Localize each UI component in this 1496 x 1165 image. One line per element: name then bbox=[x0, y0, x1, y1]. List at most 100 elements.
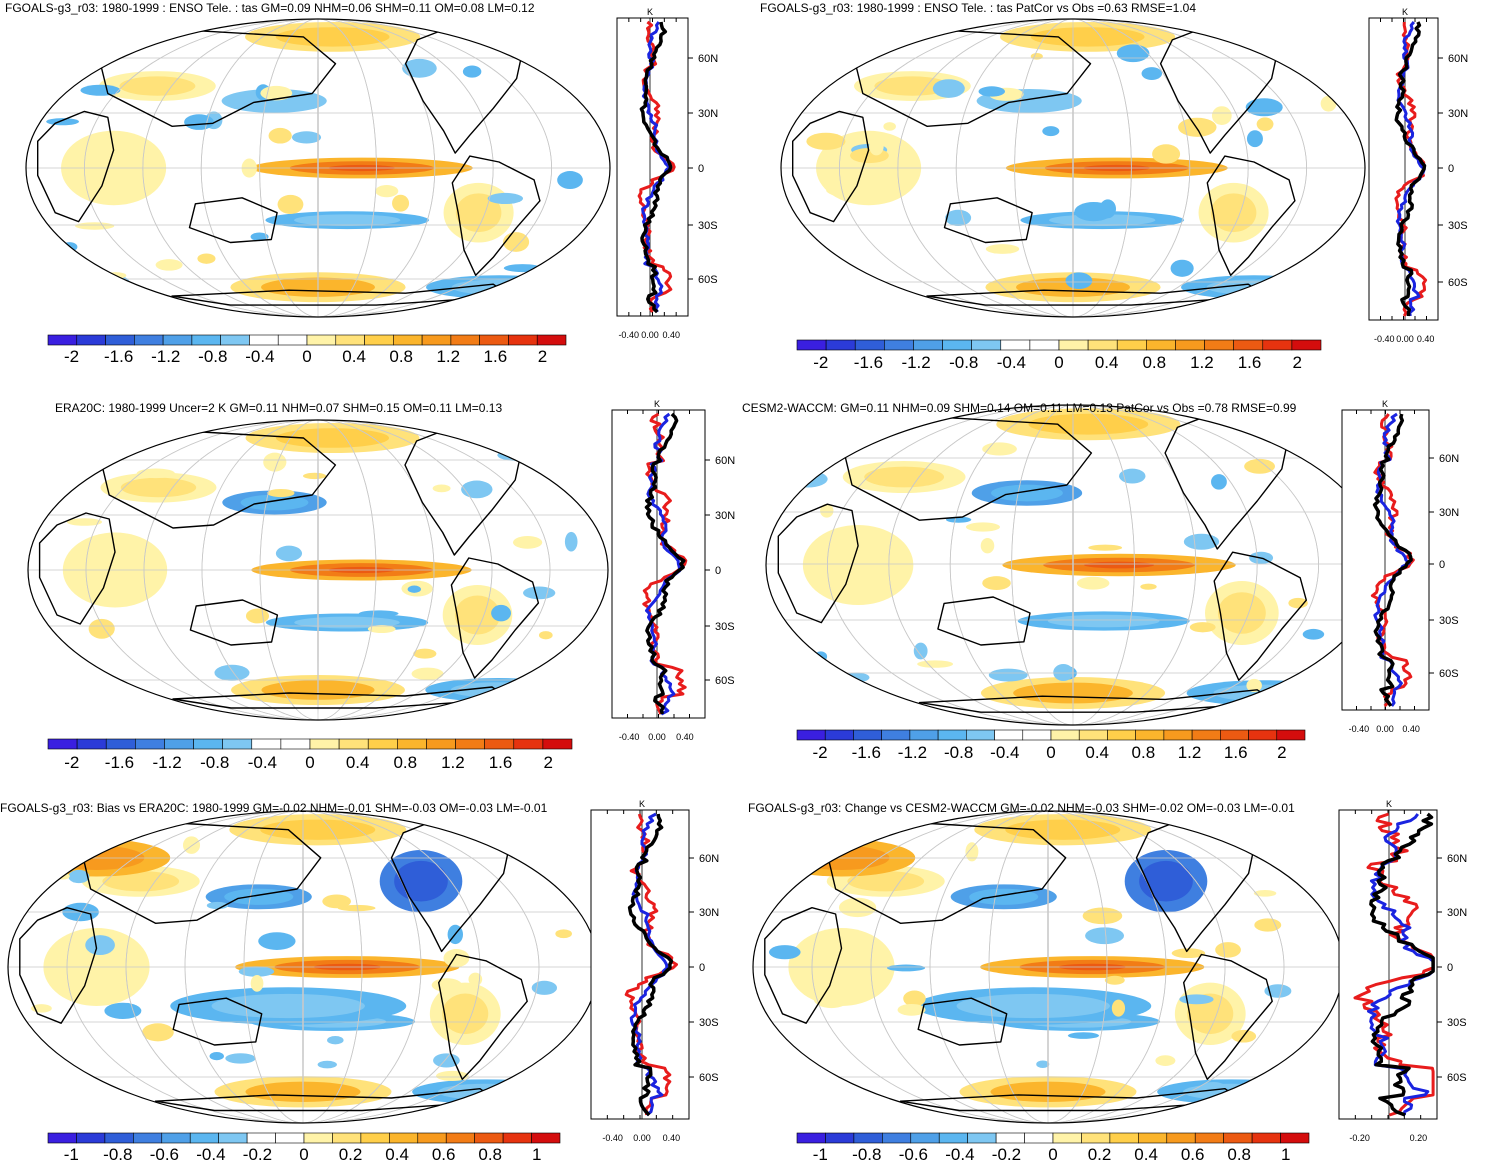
colorbar-swatch bbox=[1029, 339, 1060, 351]
colorbar-tick-label: 0.4 bbox=[342, 347, 366, 366]
colorbar-swatch bbox=[189, 1132, 219, 1144]
colorbar-tick-label: 0.4 bbox=[346, 753, 370, 772]
anomaly-patch bbox=[317, 1060, 337, 1069]
coastline bbox=[1213, 551, 1308, 681]
colorbar-swatch bbox=[1280, 1132, 1310, 1144]
colorbar-swatch bbox=[338, 738, 369, 750]
anomaly-blob bbox=[275, 428, 390, 448]
colorbar-swatch bbox=[474, 1132, 504, 1144]
x-tick-label: 0.40 bbox=[663, 1133, 681, 1143]
colorbar-tick-label: -0.8 bbox=[200, 753, 229, 772]
colorbar-1: -2 -1.6 -1.2 -0.8 -0.4 0 0.4 0.8 1.2 1.6 2 bbox=[47, 334, 567, 366]
colorbar-swatch bbox=[303, 1132, 333, 1144]
anomaly-blob bbox=[1005, 819, 1121, 840]
coastline bbox=[189, 599, 279, 646]
anomaly-patch bbox=[1119, 468, 1146, 484]
colorbar-tick-label: 1.2 bbox=[1190, 353, 1214, 372]
anomaly-patch bbox=[969, 893, 984, 902]
colorbar-swatch bbox=[162, 334, 193, 346]
colorbar-swatch bbox=[1220, 729, 1249, 741]
colorbar-swatch bbox=[76, 738, 107, 750]
zonal-mean-line bbox=[627, 813, 674, 1117]
colorbar-swatch bbox=[360, 1132, 390, 1144]
colorbar-tick-label: 0 bbox=[1054, 353, 1063, 372]
anomaly-patch bbox=[531, 980, 558, 995]
anomaly-patch bbox=[367, 625, 396, 633]
anomaly-patch bbox=[142, 1023, 174, 1042]
anomaly-patch bbox=[1178, 117, 1217, 137]
anomaly-patch bbox=[1254, 918, 1282, 932]
colorbar-swatch bbox=[306, 334, 337, 346]
anomaly-blob bbox=[294, 214, 401, 226]
anomaly-patch bbox=[184, 114, 214, 130]
latitude-label: 30S bbox=[1448, 220, 1468, 232]
colorbar-tick-label: 0 bbox=[1046, 743, 1055, 762]
colorbar-swatch bbox=[1175, 339, 1205, 351]
anomaly-patch bbox=[917, 660, 954, 668]
colorbar-swatch bbox=[1135, 729, 1165, 741]
colorbar-swatch bbox=[853, 1132, 883, 1144]
anomaly-blob bbox=[211, 993, 365, 1019]
anomaly-patch bbox=[826, 182, 867, 197]
map-panel-4: CESM2-WACCM: GM=0.11 NHM=0.09 SHM=0.14 O… bbox=[742, 401, 1381, 726]
anomaly-patch bbox=[1211, 474, 1227, 490]
anomaly-blob bbox=[802, 525, 914, 605]
colorbar-tick-label: -0.8 bbox=[103, 1145, 132, 1164]
anomaly-patch bbox=[337, 904, 376, 912]
anomaly-patch bbox=[68, 869, 90, 884]
colorbar-tick-label: -2 bbox=[813, 743, 828, 762]
colorbar-6: -1 -0.8 -0.6 -0.4 -0.2 0 0.2 0.4 0.6 0.8 1 bbox=[796, 1132, 1310, 1164]
anomaly-patch bbox=[1246, 130, 1263, 148]
colorbar-tick-label: 0.6 bbox=[1181, 1145, 1205, 1164]
anomaly-patch bbox=[104, 275, 131, 293]
colorbar-swatch bbox=[164, 738, 194, 750]
latitude-label: 30S bbox=[698, 220, 718, 232]
colorbar-tick-label: -1 bbox=[813, 1145, 828, 1164]
colorbar-tick-label: -1.2 bbox=[901, 353, 930, 372]
colorbar-swatch bbox=[971, 339, 1002, 351]
latitude-label: 30N bbox=[698, 108, 718, 120]
anomaly-patch bbox=[945, 209, 972, 226]
anomaly-patch bbox=[903, 990, 926, 1007]
x-tick-label: -0.40 bbox=[618, 330, 639, 340]
colorbar-tick-label: -0.4 bbox=[248, 753, 277, 772]
panel-title: FGOALS-g3_r03: Bias vs ERA20C: 1980-1999… bbox=[0, 801, 548, 815]
anomaly-patch bbox=[375, 184, 399, 198]
anomaly-patch bbox=[806, 132, 846, 150]
anomaly-patch bbox=[1171, 948, 1206, 959]
anomaly-patch bbox=[402, 58, 437, 78]
latitude-label: 0 bbox=[1448, 163, 1454, 175]
coastline bbox=[172, 997, 263, 1046]
colorbar-swatch bbox=[445, 1132, 475, 1144]
latitude-label: 0 bbox=[1439, 559, 1445, 571]
colorbar-tick-label: 0.8 bbox=[393, 753, 417, 772]
colorbar-swatch bbox=[542, 738, 573, 750]
colorbar-swatch bbox=[47, 738, 78, 750]
colorbar-2: -2 -1.6 -1.2 -0.8 -0.4 0 0.4 0.8 1.2 1.6 2 bbox=[796, 339, 1322, 372]
anomaly-blob bbox=[245, 1081, 361, 1102]
anomaly-patch bbox=[245, 608, 270, 624]
anomaly-patch bbox=[1088, 544, 1123, 551]
colorbar-swatch bbox=[825, 1132, 855, 1144]
anomaly-patch bbox=[82, 552, 96, 560]
colorbar-swatch bbox=[942, 339, 972, 351]
colorbar-swatch bbox=[105, 738, 136, 750]
map-panel-3: ERA20C: 1980-1999 Uncer=2 K GM=0.11 NHM=… bbox=[27, 401, 609, 721]
anomaly-blob bbox=[1181, 275, 1328, 300]
map-panel-5: FGOALS-g3_r03: Bias vs ERA20C: 1980-1999… bbox=[0, 801, 599, 1124]
colorbar-swatch bbox=[309, 738, 340, 750]
anomaly-patch bbox=[250, 975, 264, 992]
colorbar-swatch bbox=[824, 729, 854, 741]
coastline bbox=[943, 197, 1033, 244]
x-tick-label: -0.20 bbox=[1349, 1133, 1370, 1143]
coastline bbox=[937, 596, 1031, 646]
anomaly-blob bbox=[261, 277, 375, 297]
anomaly-patch bbox=[267, 488, 295, 498]
x-tick-label: 0.40 bbox=[676, 732, 694, 742]
colorbar-swatch bbox=[426, 738, 456, 750]
anomaly-patch bbox=[1074, 202, 1114, 222]
latitude-label: 0 bbox=[715, 565, 721, 577]
anomaly-patch bbox=[431, 978, 462, 993]
colorbar-tick-label: -0.2 bbox=[243, 1145, 272, 1164]
anomaly-blob bbox=[120, 477, 197, 498]
